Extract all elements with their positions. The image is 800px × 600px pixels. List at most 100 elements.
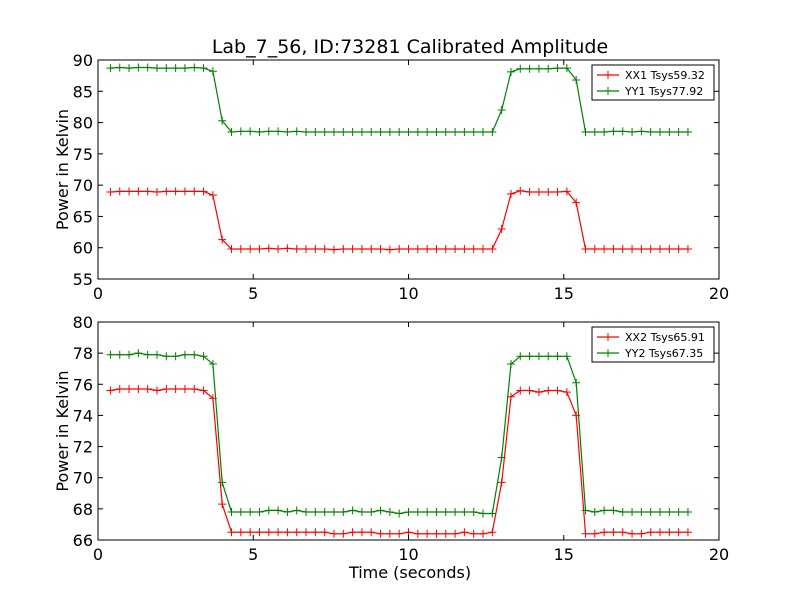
data-point xyxy=(246,528,255,537)
data-point xyxy=(665,507,674,516)
data-point xyxy=(199,386,208,395)
data-point xyxy=(600,127,609,136)
data-point xyxy=(432,244,441,253)
data-point xyxy=(152,188,161,197)
data-point xyxy=(525,64,534,73)
data-point xyxy=(292,506,301,515)
data-point xyxy=(246,244,255,253)
data-point xyxy=(441,529,450,538)
data-point xyxy=(637,127,646,136)
x-tick-label: 20 xyxy=(709,545,729,564)
series-line xyxy=(110,352,688,515)
data-point xyxy=(516,386,525,395)
data-point xyxy=(208,67,217,76)
data-point xyxy=(227,244,236,253)
series-line xyxy=(110,190,688,251)
data-point xyxy=(385,529,394,538)
data-point xyxy=(255,127,264,136)
data-point xyxy=(572,198,581,207)
data-point xyxy=(357,127,366,136)
data-point xyxy=(609,528,618,537)
top-panel: 0 5 10 15 20 55 60 65 70 75 80 85 90 Power in Kelvin X… xyxy=(53,51,729,303)
data-point xyxy=(423,529,432,538)
data-point xyxy=(413,529,422,538)
y-tick-label: 74 xyxy=(73,406,93,425)
legend-marker xyxy=(604,87,612,95)
x-tick-label: 0 xyxy=(93,545,103,564)
data-point xyxy=(581,506,590,515)
data-point xyxy=(525,352,534,361)
bottom-panel: 0 5 10 15 20 66 68 70 72 74 76 78 80 Power in Kelvin X… xyxy=(53,313,729,564)
data-point xyxy=(208,360,217,369)
y-tick-label: 70 xyxy=(73,176,93,195)
data-point xyxy=(171,384,180,393)
data-point xyxy=(525,386,534,395)
data-point xyxy=(218,478,227,487)
data-point xyxy=(395,509,404,518)
data-point xyxy=(199,187,208,196)
data-point xyxy=(125,350,134,359)
data-point xyxy=(376,529,385,538)
data-point xyxy=(339,244,348,253)
data-point xyxy=(283,127,292,136)
legend-label: XX2 Tsys65.91 xyxy=(625,331,705,344)
series-2 xyxy=(106,63,692,136)
data-point xyxy=(683,528,692,537)
chart-title: Lab_7_56, ID:73281 Calibrated Amplitude xyxy=(212,36,608,58)
data-point xyxy=(618,127,627,136)
data-point xyxy=(320,507,329,516)
data-point xyxy=(339,127,348,136)
x-tick-label: 5 xyxy=(248,545,258,564)
data-point xyxy=(106,386,115,395)
data-point xyxy=(497,224,506,233)
legend-label: YY1 Tsys77.92 xyxy=(624,85,703,98)
legend-item: YY1 Tsys77.92 xyxy=(597,85,703,98)
data-point xyxy=(590,507,599,516)
data-point xyxy=(562,187,571,196)
data-point xyxy=(171,64,180,73)
data-point xyxy=(479,127,488,136)
data-point xyxy=(264,244,273,253)
data-point xyxy=(199,352,208,361)
data-point xyxy=(488,127,497,136)
data-point xyxy=(674,528,683,537)
data-point xyxy=(134,384,143,393)
data-point xyxy=(562,388,571,397)
data-point xyxy=(525,188,534,197)
y-tick-label: 65 xyxy=(73,207,93,226)
data-point xyxy=(581,244,590,253)
data-point xyxy=(199,64,208,73)
data-point xyxy=(460,244,469,253)
data-point xyxy=(171,187,180,196)
data-point xyxy=(590,529,599,538)
data-point xyxy=(628,127,637,136)
x-tick-label: 15 xyxy=(554,545,574,564)
data-point xyxy=(302,244,311,253)
data-point xyxy=(637,507,646,516)
data-point xyxy=(506,189,515,198)
data-point xyxy=(367,507,376,516)
data-point xyxy=(348,127,357,136)
data-point xyxy=(227,507,236,516)
data-point xyxy=(348,506,357,515)
data-point xyxy=(656,127,665,136)
data-point xyxy=(125,384,134,393)
data-point xyxy=(162,352,171,361)
data-point xyxy=(506,67,515,76)
data-point xyxy=(618,507,627,516)
data-point xyxy=(534,388,543,397)
data-point xyxy=(581,529,590,538)
data-point xyxy=(264,528,273,537)
data-point xyxy=(665,528,674,537)
data-point xyxy=(115,350,124,359)
data-point xyxy=(218,116,227,125)
data-point xyxy=(236,244,245,253)
data-point xyxy=(292,244,301,253)
data-point xyxy=(683,507,692,516)
series-2 xyxy=(106,349,692,518)
data-point xyxy=(255,507,264,516)
data-point xyxy=(264,127,273,136)
data-point xyxy=(451,507,460,516)
data-point xyxy=(236,528,245,537)
